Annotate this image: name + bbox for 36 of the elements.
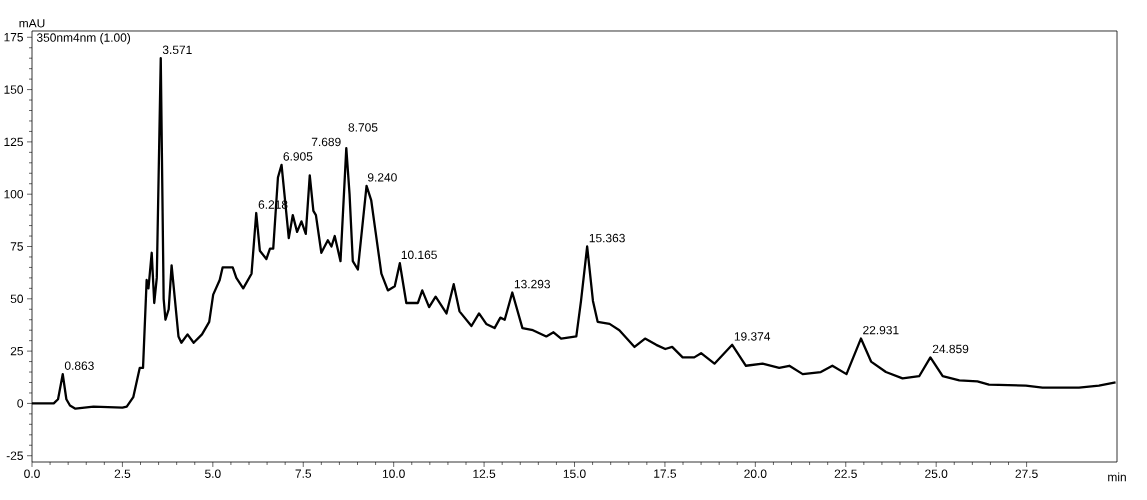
y-axis-title: mAU [19,19,45,28]
y-tick-label: 100 [4,189,24,199]
x-tick-label: 20.0 [744,469,767,478]
annotation: 6.905 [283,152,313,161]
y-tick-label: 150 [4,85,24,94]
x-tick-label: 17.5 [654,469,677,478]
annotation: 24.859 [932,344,969,354]
annotation: 10.165 [401,250,437,260]
x-tick-label: 2.5 [114,469,131,478]
annotation: 13.293 [514,279,550,289]
y-tick-label: 125 [4,137,23,147]
x-axis-title: min [1108,472,1126,482]
y-tick-label: -25 [6,451,23,460]
y-tick-label: 25 [10,346,23,356]
x-tick-label: 27.5 [1015,469,1038,478]
y-tick-label: 0 [17,399,24,408]
annotation: 3.571 [162,45,192,54]
x-tick-label: 7.5 [295,469,312,478]
x-tick-label: 12.5 [473,469,496,478]
annotation: 350nm4nm (1.00) [36,33,131,45]
x-tick-label: 25.0 [925,469,948,478]
y-tick-label: 50 [10,294,24,304]
annotation: 15.363 [589,233,625,243]
y-tick-label: 175 [4,33,23,42]
y-tick-label: 75 [10,242,23,251]
annotation: 0.863 [64,361,94,370]
annotation: 9.240 [367,173,397,182]
annotation: 22.931 [863,325,899,335]
x-tick-label: 5.0 [205,469,221,478]
x-tick-label: 10.0 [382,469,405,478]
x-tick-label: 22.5 [834,469,857,478]
x-tick-label: 0.0 [24,469,40,478]
annotation: 19.374 [734,332,771,341]
annotation: 8.705 [348,123,378,132]
annotation: 7.689 [311,137,341,147]
x-tick-label: 15.0 [563,469,586,478]
